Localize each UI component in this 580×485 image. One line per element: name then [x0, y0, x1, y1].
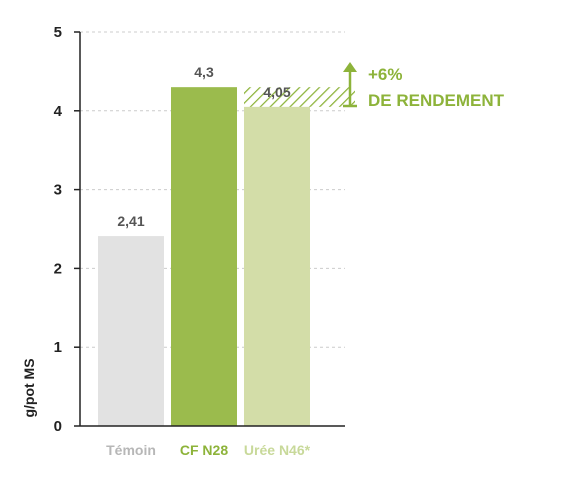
y-tick-label: 0: [54, 418, 62, 435]
x-category-label: CF N28: [180, 442, 228, 458]
bar-value-label: 2,41: [117, 213, 144, 229]
bar: [171, 87, 237, 426]
gain-hatch: [244, 87, 355, 107]
annotation-text: DE RENDEMENT: [368, 91, 505, 110]
y-tick-label: 1: [54, 339, 62, 356]
x-category-label: Urée N46*: [244, 442, 311, 458]
y-tick-label: 5: [54, 24, 62, 41]
annotation-percent: +6%: [368, 65, 403, 84]
bar: [98, 236, 164, 426]
bar: [244, 106, 310, 427]
bar-value-label: 4,05: [263, 84, 290, 100]
x-category-label: Témoin: [106, 442, 156, 458]
arrow-up-icon: [343, 62, 357, 108]
y-tick-label: 2: [54, 260, 62, 277]
bar-value-label: 4,3: [194, 64, 214, 80]
gain-annotation: +6% DE RENDEMENT: [343, 62, 505, 110]
y-tick-label: 4: [54, 103, 63, 120]
y-tick-label: 3: [54, 182, 62, 199]
y-axis-label: g/pot MS: [21, 358, 37, 417]
